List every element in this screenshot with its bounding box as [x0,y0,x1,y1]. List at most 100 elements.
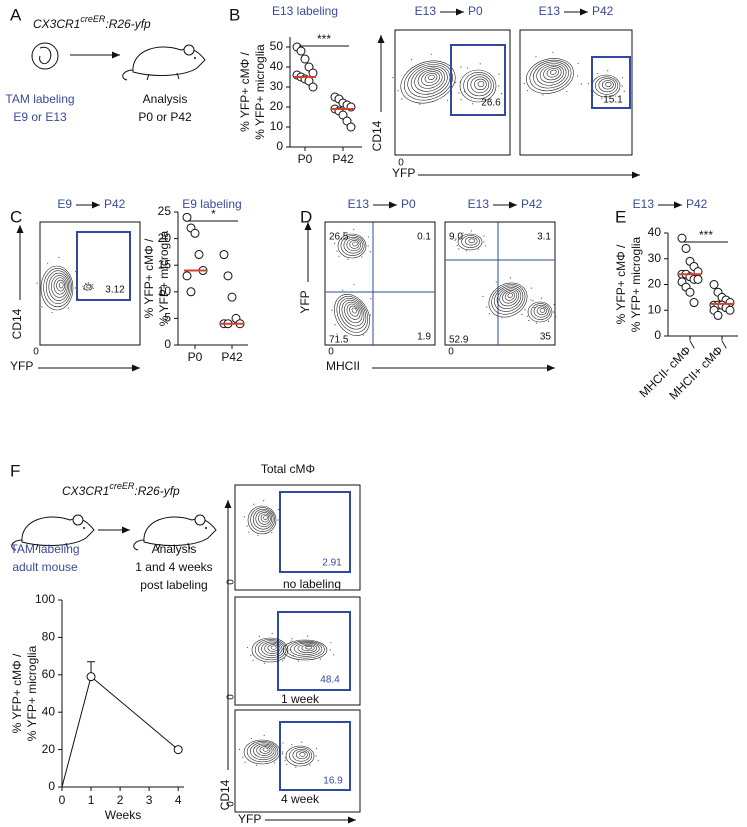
event-dot [273,762,276,764]
label: P0 or P42 [138,110,192,124]
mouse-tail [11,539,23,551]
event-dot [392,76,394,79]
event-dot [257,534,259,537]
event-dot [369,314,371,316]
contour [334,294,370,336]
event-dot [36,282,38,284]
contour [51,275,68,298]
contour [601,80,614,90]
plot-frame [234,596,361,706]
contour [289,747,313,764]
quadrant-value: 1.9 [417,332,431,343]
axis-label: CD14 [370,120,384,151]
event-dot [256,764,258,766]
significance: *** [699,228,713,242]
significance: *** [317,32,331,46]
data-point [227,292,237,302]
contour [533,304,549,318]
gate [277,611,351,691]
event-dot [535,322,538,324]
y-axis-label: % YFP+ microglia [253,44,267,140]
data-point [86,672,96,682]
contour [457,233,483,251]
arrow-head [92,201,100,209]
event-dot [263,500,265,502]
event-dot [577,75,579,77]
event-dot [246,646,249,648]
event-dot [83,287,85,289]
event-dot [401,98,403,100]
event-dot [500,93,503,95]
contour [346,303,361,320]
mouse-leg [65,542,69,550]
contour [254,639,287,661]
event-dot [470,230,473,232]
event-dot [47,262,49,264]
event-dot [282,751,284,753]
event-dot [51,311,53,314]
y-tick-label: 0 [654,328,661,342]
contour [264,642,281,654]
event-dot [343,231,345,234]
data-point [713,310,723,320]
contour [410,65,448,95]
data-point [308,68,318,78]
contour [428,74,435,80]
event-dot [555,316,557,318]
x-tick-label: P0 [298,152,313,166]
y-tick-label: 0 [276,139,283,153]
contour [543,66,562,81]
event-dot [523,82,526,85]
contour [343,236,363,254]
contour [247,505,277,535]
contour [341,299,365,327]
contour [459,69,497,103]
event-dot [307,635,309,637]
plot-frame [444,221,556,346]
event-dot [553,311,555,313]
plot-frame [39,221,141,346]
event-dot [477,248,479,250]
title-from: E13 [415,4,437,18]
contour [466,74,492,97]
event-dot [347,258,349,260]
contour [496,287,522,310]
contour [352,241,358,247]
event-dot [253,503,255,505]
contour [297,643,318,653]
y-tick-label: 10 [270,119,284,133]
genotype-rest: :R26-yfp [134,484,180,498]
contour [491,284,526,315]
event-dot [309,764,311,766]
data-point [681,243,691,253]
event-dot [85,283,87,285]
contour [259,746,271,754]
event-dot [281,653,283,655]
event-dot [244,761,246,763]
gate-value: 16.9 [323,776,343,787]
data-point [219,250,229,260]
contour [258,512,271,525]
event-dot [333,242,336,244]
event-dot [279,526,281,528]
mouse-leg [35,543,39,551]
gate [591,56,631,109]
contour [529,59,572,92]
panel-label: D [300,207,312,226]
event-dot [615,95,617,97]
contour [43,268,72,308]
contour [270,645,277,650]
contour [40,265,74,311]
contour [530,303,551,320]
data-point [194,250,204,260]
contour [293,642,320,655]
event-dot [282,742,284,744]
event-dot [479,63,481,65]
title-to: P0 [401,197,416,211]
contour [539,64,565,83]
genotype-sup: creER [80,14,106,24]
event-dot [281,753,284,755]
arrow-head [456,8,464,16]
caption: 4 week [281,792,320,806]
y-tick-label: 100 [35,592,55,606]
